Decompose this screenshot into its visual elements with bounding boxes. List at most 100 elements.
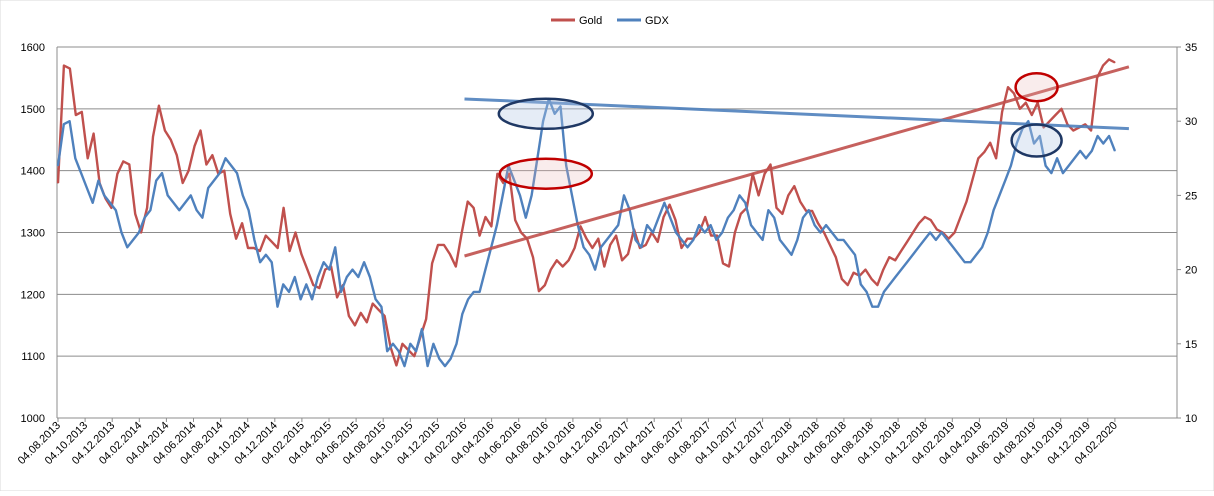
data-point-gdx	[172, 202, 175, 204]
data-point-gold	[1060, 108, 1063, 110]
data-point-gold	[170, 139, 172, 141]
data-point-gdx	[860, 283, 862, 285]
data-point-gdx	[998, 194, 1001, 196]
data-point-gold	[63, 65, 65, 67]
data-point-gold	[841, 278, 843, 280]
data-point-gold	[568, 259, 570, 261]
data-point-gdx	[866, 291, 868, 293]
data-point-gold	[336, 296, 338, 298]
data-point-gold	[1031, 114, 1033, 116]
data-point-gold	[425, 318, 427, 320]
data-point-gold	[722, 262, 724, 264]
data-point-gdx	[375, 298, 377, 300]
data-point-gdx	[311, 298, 313, 300]
data-point-gold	[906, 241, 908, 243]
data-point-gdx	[559, 105, 562, 107]
data-point-gold	[556, 259, 558, 261]
data-point-gold	[657, 241, 659, 243]
data-point-gold	[194, 145, 196, 147]
data-point-gdx	[502, 194, 504, 196]
data-point-gdx	[115, 209, 117, 211]
data-point-gdx	[276, 306, 279, 308]
data-point-gold	[918, 222, 920, 224]
data-point-gold	[954, 231, 956, 234]
data-point-gold	[645, 244, 647, 246]
data-point-gdx	[369, 276, 371, 278]
data-point-gdx	[617, 224, 619, 226]
data-point-gold	[158, 105, 160, 107]
data-point-gdx	[623, 194, 625, 196]
data-point-gdx	[554, 113, 556, 115]
data-point-gdx	[1016, 142, 1018, 145]
data-point-gold	[716, 235, 718, 237]
data-point-gold	[876, 284, 879, 286]
y-right-tick-label: 10	[1185, 413, 1197, 425]
data-point-gold	[1054, 114, 1057, 116]
data-point-gold	[603, 265, 605, 268]
data-point-gdx	[767, 209, 770, 211]
data-point-gdx	[513, 180, 515, 182]
data-point-gold	[1001, 111, 1003, 113]
data-point-gold	[484, 216, 487, 218]
data-point-gold	[574, 247, 576, 249]
data-point-gdx	[704, 231, 706, 234]
data-point-gold	[728, 265, 730, 268]
data-point-gold	[1084, 123, 1086, 125]
data-point-gold	[769, 163, 772, 166]
series-lines	[56, 58, 1117, 368]
data-point-gold	[265, 235, 267, 237]
data-point-gdx	[138, 231, 140, 234]
data-point-gdx	[588, 254, 590, 256]
data-point-gdx	[288, 291, 290, 293]
data-point-gdx	[294, 276, 296, 278]
data-point-gdx	[906, 261, 908, 263]
data-point-gdx	[496, 224, 498, 226]
data-point-gold	[277, 247, 279, 249]
data-point-gold	[205, 163, 207, 166]
data-point-gold	[235, 238, 237, 240]
data-point-gdx	[848, 246, 850, 248]
data-point-gdx	[1108, 135, 1110, 137]
data-point-gdx	[889, 283, 891, 285]
data-point-gdx	[1079, 150, 1081, 152]
data-point-gold	[69, 68, 71, 70]
data-point-gold	[81, 111, 83, 113]
data-point-gdx	[883, 291, 885, 293]
data-point-gdx	[438, 358, 440, 360]
data-point-gdx	[248, 209, 250, 211]
data-point-gold	[110, 207, 112, 209]
data-point-gold	[900, 250, 902, 252]
data-point-gdx	[1114, 150, 1116, 152]
data-point-gold	[473, 207, 475, 209]
data-point-gdx	[328, 269, 330, 271]
data-point-gold	[294, 231, 297, 234]
data-point-gold	[1108, 58, 1110, 61]
data-point-gdx	[178, 209, 180, 211]
data-point-gold	[188, 170, 190, 172]
data-point-gold	[223, 170, 225, 172]
data-point-gdx	[877, 306, 879, 308]
data-point-gdx	[126, 246, 128, 248]
data-point-gdx	[57, 165, 59, 167]
data-point-gdx	[692, 239, 694, 241]
data-point-gdx	[975, 254, 977, 256]
data-point-gdx	[894, 276, 897, 278]
y-left-tick-label: 1200	[21, 289, 45, 301]
data-point-gdx	[253, 239, 255, 241]
data-point-gdx	[779, 239, 781, 241]
data-point-gold	[1114, 61, 1116, 64]
data-point-gold	[983, 151, 985, 153]
data-point-gold	[597, 238, 599, 240]
data-point-gdx	[935, 239, 937, 241]
data-point-gdx	[987, 231, 989, 234]
data-point-gdx	[1050, 172, 1052, 174]
data-point-gdx	[785, 246, 787, 248]
data-point-gold	[372, 303, 374, 305]
data-point-gold	[882, 269, 884, 271]
data-point-gold	[378, 309, 380, 311]
data-point-gold	[479, 235, 481, 237]
data-point-gold	[1049, 120, 1051, 122]
data-point-gdx	[398, 350, 400, 352]
data-point-gold	[241, 222, 243, 224]
